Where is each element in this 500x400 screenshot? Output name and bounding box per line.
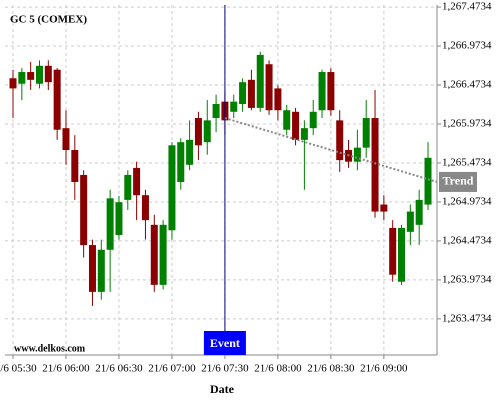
candle-body bbox=[389, 227, 397, 275]
candle-body bbox=[9, 78, 17, 89]
x-tick-label: 21/6 06:00 bbox=[42, 363, 90, 375]
candle-body bbox=[309, 111, 317, 129]
candle-body bbox=[133, 167, 141, 196]
event-label: Event bbox=[210, 336, 240, 350]
x-tick-label: 21/6 07:30 bbox=[201, 363, 249, 375]
candle-body bbox=[406, 211, 414, 232]
chart-title: GC 5 (COMEX) bbox=[10, 14, 87, 26]
y-tick-label: 1,264.4734 bbox=[442, 234, 492, 246]
candle-body bbox=[203, 120, 211, 143]
candle-body bbox=[247, 79, 255, 108]
candle-body bbox=[371, 118, 379, 212]
y-tick-label: 1,265.9734 bbox=[442, 118, 492, 130]
y-tick-label: 1,266.4734 bbox=[442, 79, 492, 91]
candle-body bbox=[44, 65, 52, 83]
candle-body bbox=[212, 103, 220, 119]
candle-body bbox=[141, 195, 149, 221]
candle-body bbox=[256, 54, 264, 108]
candle-body bbox=[353, 147, 361, 162]
candle-body bbox=[53, 69, 61, 130]
candle-body bbox=[18, 72, 26, 84]
candle-body bbox=[150, 224, 158, 285]
x-tick-label: 21/6 07:00 bbox=[148, 363, 196, 375]
y-tick-label: 1,264.9734 bbox=[442, 195, 492, 207]
candle-body bbox=[292, 111, 300, 140]
candle-body bbox=[194, 118, 202, 146]
candle-body bbox=[230, 101, 238, 112]
candle-body bbox=[239, 82, 247, 104]
candle-body bbox=[62, 128, 70, 150]
y-tick-label: 1,267.4734 bbox=[442, 1, 492, 13]
x-tick-label: 21/6 08:30 bbox=[307, 363, 355, 375]
candle-body bbox=[424, 157, 432, 205]
candle-body bbox=[115, 202, 123, 235]
x-tick-label: 21/6 05:30 bbox=[0, 363, 37, 375]
candle-body bbox=[274, 88, 282, 111]
candle-body bbox=[71, 149, 79, 182]
y-tick-label: 1,263.4734 bbox=[442, 312, 492, 324]
candle-body bbox=[97, 249, 105, 292]
candle-body bbox=[35, 65, 43, 84]
candle-body bbox=[124, 174, 132, 200]
candle-body bbox=[300, 128, 308, 140]
y-tick-label: 1,265.4734 bbox=[442, 157, 492, 169]
x-axis-label: Date bbox=[210, 382, 235, 396]
candle-body bbox=[336, 120, 344, 161]
y-tick-label: 1,263.9734 bbox=[442, 273, 492, 285]
candle-body bbox=[88, 245, 96, 292]
trend-box bbox=[439, 171, 477, 192]
candle-body bbox=[398, 227, 406, 282]
candle-body bbox=[327, 72, 335, 111]
candle-body bbox=[168, 145, 176, 231]
trend-line bbox=[224, 117, 438, 183]
y-tick-label: 1,266.9734 bbox=[442, 40, 492, 52]
candle-body bbox=[177, 142, 185, 182]
candle-body bbox=[362, 118, 370, 148]
watermark: www.delkos.com bbox=[14, 343, 86, 354]
candle-body bbox=[80, 174, 88, 246]
candle-body bbox=[380, 204, 388, 212]
candle-body bbox=[159, 224, 167, 285]
candle-body bbox=[283, 110, 291, 130]
candle-body bbox=[186, 139, 194, 165]
candle-body bbox=[265, 64, 273, 111]
candle-body bbox=[415, 199, 423, 225]
event-box bbox=[203, 331, 246, 355]
candle-body bbox=[318, 72, 326, 111]
x-tick-label: 21/6 08:00 bbox=[254, 363, 302, 375]
trend-label: Trend bbox=[443, 174, 474, 188]
x-tick-label: 21/6 09:00 bbox=[360, 363, 408, 375]
candle-body bbox=[106, 198, 114, 250]
candle-body bbox=[27, 72, 35, 80]
x-tick-label: 21/6 06:30 bbox=[95, 363, 143, 375]
